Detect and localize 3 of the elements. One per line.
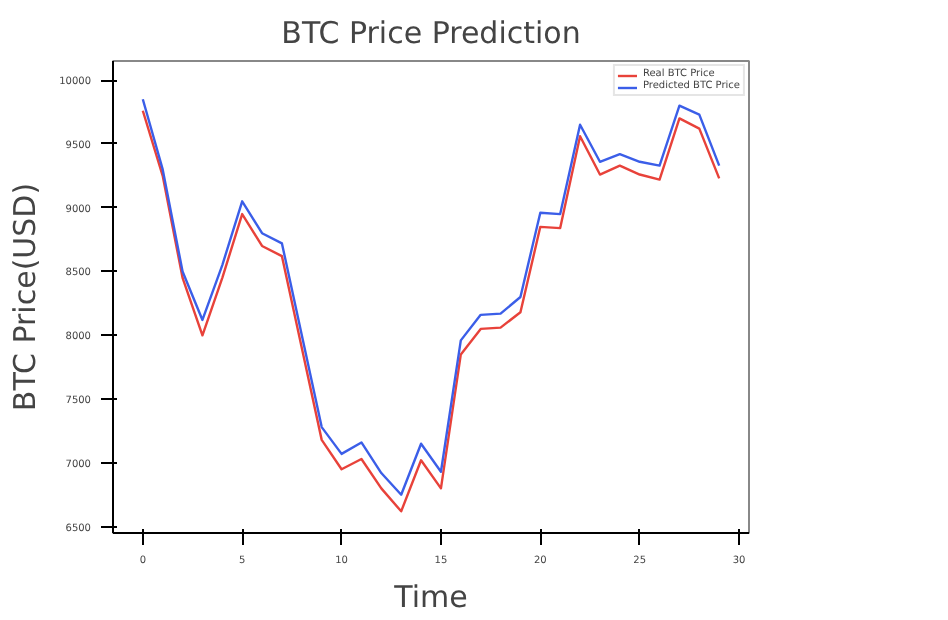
- x-axis-title: Time: [392, 579, 468, 615]
- chart-title: BTC Price Prediction: [281, 15, 581, 51]
- y-axis-title: BTC Price(USD): [7, 182, 44, 412]
